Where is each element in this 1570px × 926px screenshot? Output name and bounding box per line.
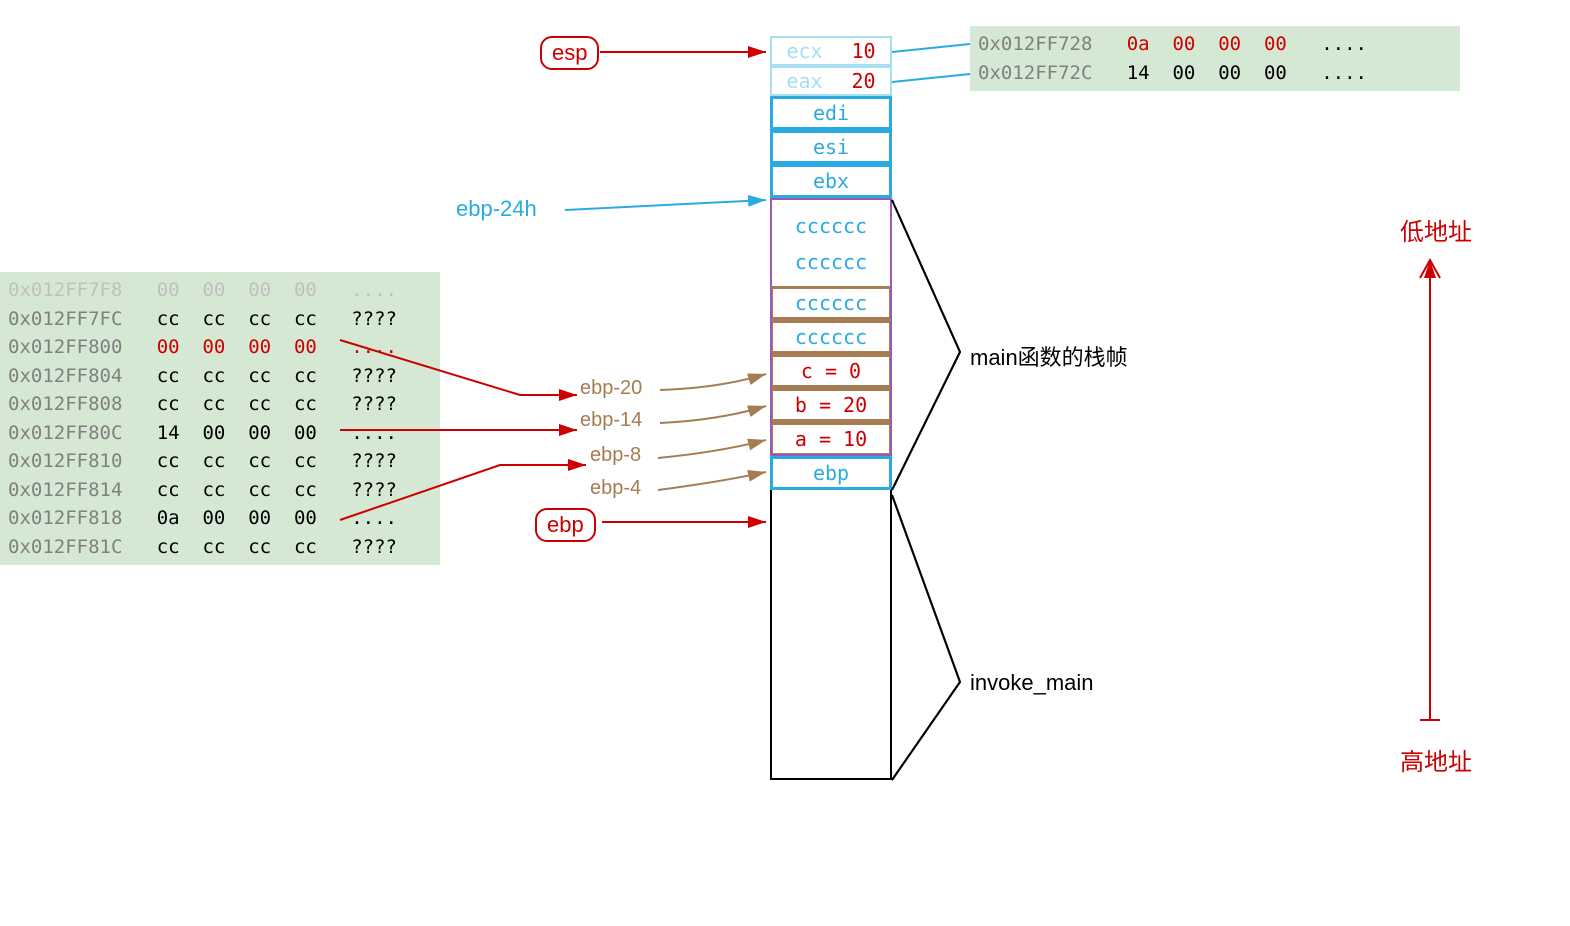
ebp-8-label: ebp-8 [590,444,641,467]
stack-cell-eax: eax 20 [770,66,892,96]
ebp-14-label: ebp-14 [580,409,642,432]
stack-cell-pad: cccccc [770,286,892,320]
ebp-label: ebp [535,508,596,542]
esp-label: esp [540,36,599,70]
stack-cell-var-b: b = 20 [770,388,892,422]
hexdump-row: 0x012FF7F8 00 00 00 00 .... [8,276,432,305]
stack-cell-ebx: ebx [770,164,892,198]
hexdump-row: 0x012FF808 cc cc cc cc ???? [8,390,432,419]
stack-cell-ebp: ebp [770,456,892,490]
reg-label: ecx [786,39,822,63]
ebp-24h-label: ebp-24h [456,196,537,222]
ebp-20-label: ebp-20 [580,377,642,400]
stack-cell-pad: cccccc [770,320,892,354]
hexdump-row: 0x012FF804 cc cc cc cc ???? [8,362,432,391]
reg-value: 20 [851,69,875,93]
stack-cell-esi: esi [770,130,892,164]
stack-cell-ecx: ecx 10 [770,36,892,66]
hexdump-row: 0x012FF7FC cc cc cc cc ???? [8,305,432,334]
low-addr-annotation: 低地址 [1400,212,1472,247]
hexdump-row: 0x012FF810 cc cc cc cc ???? [8,447,432,476]
hexdump-row: 0x012FF818 0a 00 00 00 .... [8,504,432,533]
hexdump-row: 0x012FF800 00 00 00 00 .... [8,333,432,362]
hexdump-row: 0x012FF72C 14 00 00 00 .... [978,59,1452,88]
invoke-main-annotation: invoke_main [970,670,1094,696]
reg-value: 10 [851,39,875,63]
hexdump-row: 0x012FF80C 14 00 00 00 .... [8,419,432,448]
ebp-4-label: ebp-4 [590,477,641,500]
stack-cell-var-a: a = 10 [770,422,892,456]
hexdump-row: 0x012FF814 cc cc cc cc ???? [8,476,432,505]
hexdump-top: 0x012FF728 0a 00 00 00 .... 0x012FF72C 1… [970,26,1460,91]
reg-label: eax [786,69,822,93]
stack-cell-var-c: c = 0 [770,354,892,388]
stack-cell-invoke-main [770,490,892,780]
hexdump-left: 0x012FF7F8 00 00 00 00 .... 0x012FF7FC c… [0,272,440,565]
stack-cell-edi: edi [770,96,892,130]
hexdump-row: 0x012FF728 0a 00 00 00 .... [978,30,1452,59]
hexdump-row: 0x012FF81C cc cc cc cc ???? [8,533,432,562]
high-addr-annotation: 高地址 [1400,742,1472,777]
stack-cell-pad: cccccc [770,244,892,286]
main-frame-annotation: main函数的栈帧 [970,340,1128,372]
stack-cell-pad: cccccc [770,198,892,244]
